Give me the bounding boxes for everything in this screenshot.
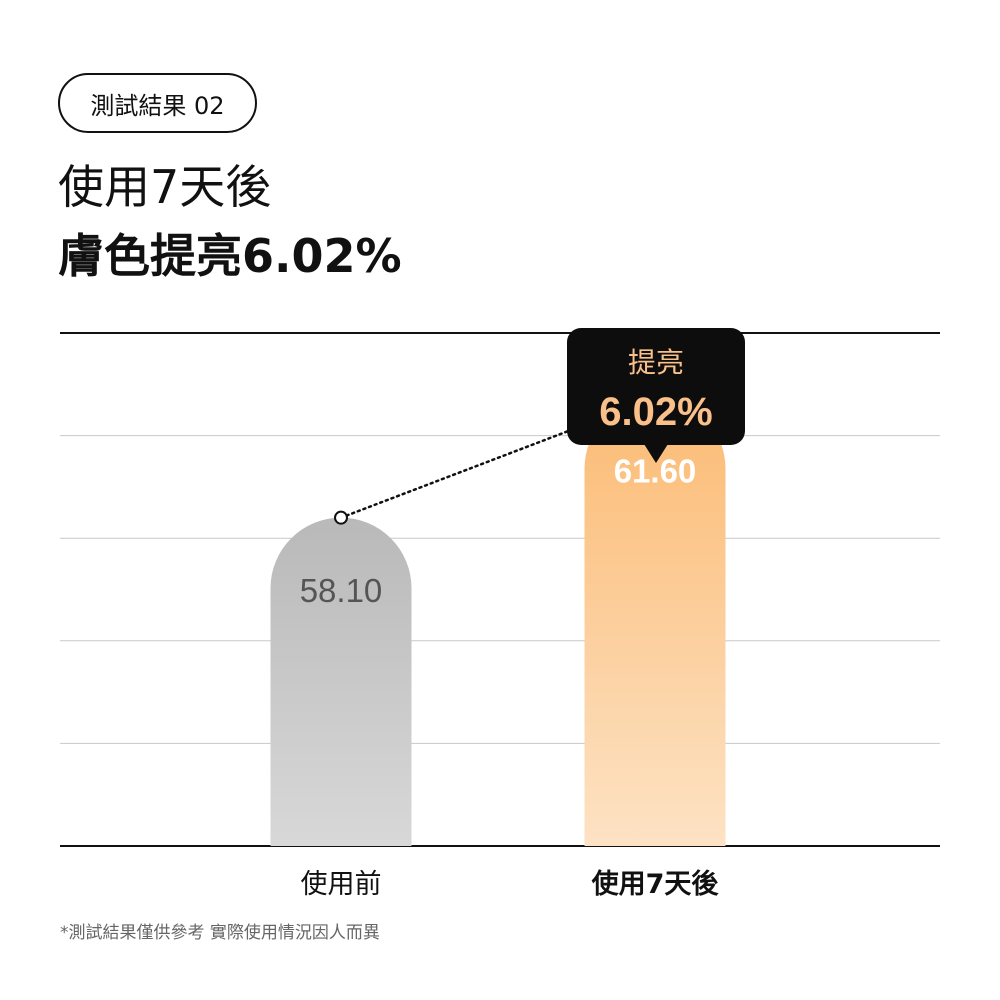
bar-after <box>584 397 726 846</box>
test-result-badge: 測試結果 02 <box>58 73 257 133</box>
bars <box>270 397 726 846</box>
headline-line-2: 膚色提亮6.02% <box>58 229 402 283</box>
callout-value: 6.02% <box>599 390 712 434</box>
footnote: *測試結果僅供參考 實際使用情況因人而異 <box>60 923 380 943</box>
trend-connector-line <box>339 396 657 519</box>
category-label-after: 使用7天後 <box>591 869 720 900</box>
gridlines <box>60 332 940 847</box>
callout-label: 提亮 <box>628 346 684 379</box>
bar-point-before <box>334 510 348 525</box>
headline-line-1: 使用7天後 <box>58 160 272 214</box>
bar-before <box>270 517 412 846</box>
value-label-before: 58.10 <box>300 572 383 609</box>
category-label-before: 使用前 <box>301 869 382 900</box>
callout-bubble: 提亮 6.02% <box>567 328 745 463</box>
